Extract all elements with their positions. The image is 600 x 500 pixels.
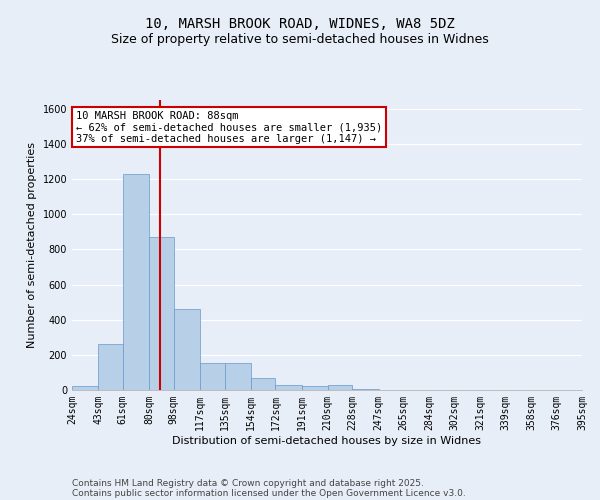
Bar bbox=[328, 384, 352, 390]
Bar bbox=[302, 386, 328, 390]
Text: Contains HM Land Registry data © Crown copyright and database right 2025.: Contains HM Land Registry data © Crown c… bbox=[72, 478, 424, 488]
Text: Contains public sector information licensed under the Open Government Licence v3: Contains public sector information licen… bbox=[72, 488, 466, 498]
Text: 10 MARSH BROOK ROAD: 88sqm
← 62% of semi-detached houses are smaller (1,935)
37%: 10 MARSH BROOK ROAD: 88sqm ← 62% of semi… bbox=[76, 110, 382, 144]
Bar bbox=[72, 386, 98, 390]
Y-axis label: Number of semi-detached properties: Number of semi-detached properties bbox=[27, 142, 37, 348]
Bar bbox=[224, 363, 251, 390]
X-axis label: Distribution of semi-detached houses by size in Widnes: Distribution of semi-detached houses by … bbox=[173, 436, 482, 446]
Bar bbox=[123, 174, 149, 390]
Bar bbox=[251, 378, 275, 390]
Text: Size of property relative to semi-detached houses in Widnes: Size of property relative to semi-detach… bbox=[111, 32, 489, 46]
Text: 10, MARSH BROOK ROAD, WIDNES, WA8 5DZ: 10, MARSH BROOK ROAD, WIDNES, WA8 5DZ bbox=[145, 18, 455, 32]
Bar bbox=[200, 363, 224, 390]
Bar bbox=[275, 384, 302, 390]
Bar bbox=[174, 309, 200, 390]
Bar bbox=[98, 344, 123, 390]
Bar bbox=[149, 237, 174, 390]
Bar bbox=[352, 389, 379, 390]
